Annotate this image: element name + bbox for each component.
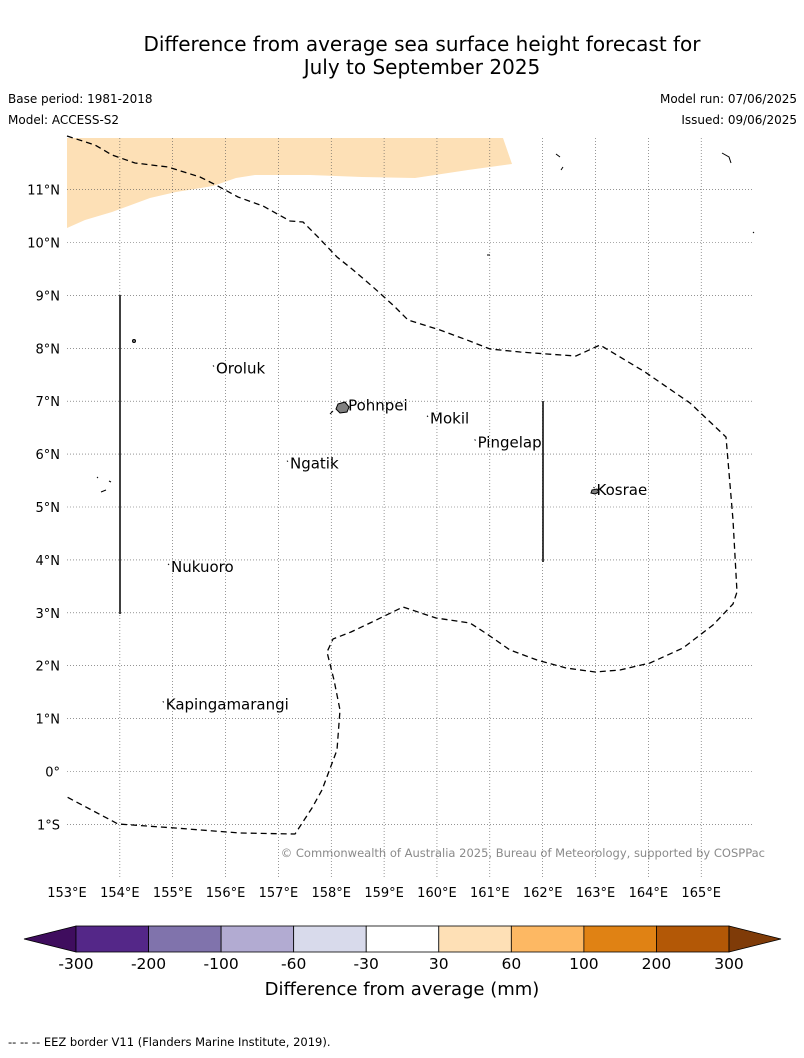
place-label: Mokil xyxy=(430,410,469,428)
colorbar-swatch xyxy=(293,925,367,953)
anomaly-shading-region xyxy=(67,138,512,228)
kosrae-island xyxy=(590,488,600,495)
latitude-labels: 11°N 10°N 9°N 8°N 7°N 6°N 5°N 4°N 3°N 2°N 1°N 0° 1°S xyxy=(27,184,60,834)
place-label: Oroluk xyxy=(216,359,265,377)
lon-tick-label: 155°E xyxy=(153,886,193,901)
colorbar-tick-label: 200 xyxy=(642,955,672,973)
title-line-2: July to September 2025 xyxy=(303,55,541,79)
colorbar-tick-label: -30 xyxy=(354,955,379,973)
place-marker xyxy=(212,365,215,367)
colorbar-tick-label: 60 xyxy=(501,955,521,973)
place-label: Nukuoro xyxy=(171,558,234,576)
longitude-labels: 153°E 154°E 155°E 156°E 157°E 158°E 159°E 160°E… xyxy=(47,886,721,901)
lat-tick-label: 2°N xyxy=(36,660,61,675)
colorbar-tick-label: 300 xyxy=(714,955,744,973)
small-island xyxy=(560,166,564,171)
lat-tick-label: 10°N xyxy=(27,237,60,252)
colorbar-tick-label: -100 xyxy=(204,955,239,973)
lat-tick-label: 8°N xyxy=(36,342,61,357)
place-marker xyxy=(162,701,165,703)
lon-tick-label: 162°E xyxy=(523,886,563,901)
small-island xyxy=(108,480,112,483)
copyright-note: © Commonwealth of Australia 2025, Bureau… xyxy=(281,846,765,860)
colorbar-tick-label: -300 xyxy=(58,955,93,973)
lon-tick-label: 160°E xyxy=(417,886,457,901)
colorbar: -300 -200 -100 -60 -30 30 60 100 200 300 xyxy=(23,925,782,973)
small-island xyxy=(555,153,561,158)
lat-tick-label: 4°N xyxy=(36,554,61,569)
lat-tick-label: 5°N xyxy=(36,501,61,516)
lat-tick-label: 0° xyxy=(45,766,60,781)
colorbar-swatch xyxy=(75,925,149,953)
lon-tick-label: 161°E xyxy=(470,886,510,901)
place-labels: Oroluk Pohnpei Mokil Pingelap Ngatik Kosrae Nu… xyxy=(162,359,648,713)
model-name: Model: ACCESS-S2 xyxy=(8,113,120,127)
colorbar-extend-low xyxy=(23,925,77,953)
lon-tick-label: 164°E xyxy=(629,886,669,901)
lat-tick-label: 6°N xyxy=(36,448,61,463)
colorbar-label: Difference from average (mm) xyxy=(265,979,540,1000)
base-period: Base period: 1981-2018 xyxy=(8,92,153,106)
eez-borders xyxy=(66,135,738,835)
islands xyxy=(96,152,755,495)
lon-tick-label: 154°E xyxy=(100,886,140,901)
lon-tick-label: 165°E xyxy=(681,886,721,901)
lon-tick-label: 157°E xyxy=(259,886,299,901)
lon-tick-label: 159°E xyxy=(364,886,404,901)
lon-tick-label: 153°E xyxy=(47,886,87,901)
place-label: Kosrae xyxy=(597,481,648,499)
eez-legend-note: -- -- -- EEZ border V11 (Flanders Marine… xyxy=(8,1035,331,1049)
eez-border-north xyxy=(66,135,738,835)
small-island xyxy=(329,410,334,415)
small-island xyxy=(752,231,755,234)
place-marker xyxy=(474,439,476,441)
colorbar-swatch xyxy=(148,925,222,953)
place-label: Ngatik xyxy=(290,455,339,473)
place-marker xyxy=(286,460,289,463)
lat-tick-label: 11°N xyxy=(27,184,60,199)
lon-tick-label: 158°E xyxy=(311,886,351,901)
small-island xyxy=(721,152,732,164)
title-line-1: Difference from average sea surface heig… xyxy=(143,32,701,56)
place-marker xyxy=(426,415,429,418)
colorbar-tick-label: 30 xyxy=(429,955,449,973)
lat-tick-label: 1°S xyxy=(37,818,60,833)
colorbar-swatch xyxy=(656,925,730,953)
lat-tick-label: 1°N xyxy=(36,713,61,728)
lon-tick-label: 163°E xyxy=(576,886,616,901)
place-label: Pingelap xyxy=(478,434,542,452)
lat-tick-label: 9°N xyxy=(36,289,61,304)
issued-date: Issued: 09/06/2025 xyxy=(681,113,797,127)
colorbar-swatch xyxy=(220,925,295,953)
graticule xyxy=(67,138,754,878)
lon-tick-label: 156°E xyxy=(206,886,246,901)
place-marker xyxy=(593,486,595,489)
colorbar-swatch xyxy=(438,925,512,953)
small-island xyxy=(132,339,136,343)
forecast-map: Oroluk Pohnpei Mokil Pingelap Ngatik Kosrae Nu… xyxy=(23,135,782,1000)
colorbar-swatch xyxy=(510,925,585,953)
small-island xyxy=(96,476,99,479)
colorbar-tick-label: 100 xyxy=(569,955,599,973)
lat-tick-label: 7°N xyxy=(36,395,61,410)
chart-title: Difference from average sea surface heig… xyxy=(40,33,804,79)
small-island xyxy=(100,489,107,493)
colorbar-swatch xyxy=(365,925,440,953)
colorbar-tick-label: -200 xyxy=(131,955,166,973)
colorbar-swatch xyxy=(583,925,657,953)
place-marker xyxy=(344,402,347,404)
colorbar-tick-label: -60 xyxy=(281,955,306,973)
place-marker xyxy=(167,563,170,566)
place-label: Pohnpei xyxy=(348,396,408,414)
model-run: Model run: 07/06/2025 xyxy=(659,92,797,106)
pohnpei-island xyxy=(335,401,350,414)
place-label: Kapingamarangi xyxy=(166,695,289,713)
colorbar-extend-high xyxy=(728,925,782,953)
lat-tick-label: 3°N xyxy=(36,607,61,622)
